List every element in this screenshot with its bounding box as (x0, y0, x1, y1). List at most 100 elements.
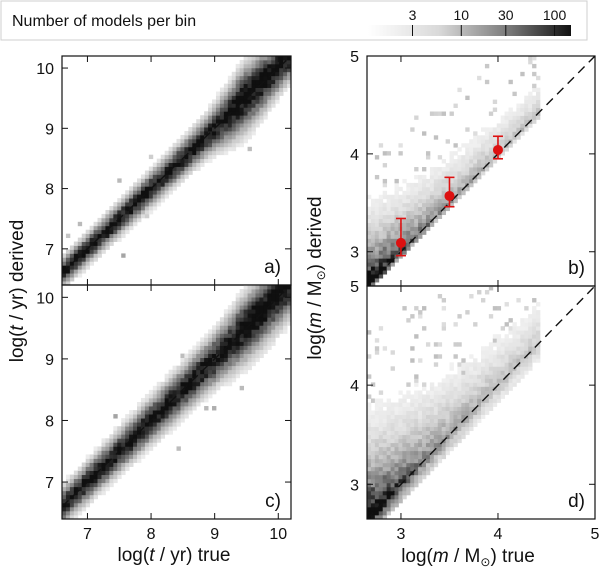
heatmap-cell (137, 182, 142, 187)
heatmap-cell (62, 498, 67, 504)
heatmap-cell (148, 206, 154, 211)
heatmap-cell (469, 414, 474, 419)
heatmap-cell (212, 349, 217, 354)
heatmap-cell (77, 510, 83, 516)
heatmap-cell (156, 381, 162, 387)
heatmap-cell (263, 305, 268, 310)
heatmap-cell (418, 398, 423, 403)
heatmap-cell (386, 462, 391, 468)
heatmap-cell (532, 342, 537, 347)
heatmap-cell (81, 265, 87, 270)
heatmap-cell (117, 446, 122, 451)
heatmap-cell (378, 490, 384, 496)
heatmap-cell (204, 397, 209, 403)
heatmap-cell (267, 309, 272, 314)
heatmap-cell (144, 397, 150, 403)
heatmap-cell (477, 290, 482, 295)
heatmap-cell (418, 198, 423, 204)
heatmap-cell (402, 410, 407, 415)
heatmap-cell (441, 430, 447, 436)
heatmap-cell (117, 474, 122, 480)
heatmap-cell (386, 418, 391, 423)
heatmap-cell (117, 454, 122, 459)
heatmap-cell (532, 107, 537, 112)
heatmap-cell (453, 390, 458, 395)
heatmap-cell (481, 159, 486, 164)
heatmap-cell (504, 362, 509, 367)
heatmap-cell (176, 410, 181, 415)
heatmap-cell (488, 378, 494, 383)
heatmap-cell (406, 414, 411, 419)
heatmap-cell (62, 486, 67, 492)
heatmap-cell (152, 422, 158, 427)
heatmap-cell (160, 162, 166, 167)
heatmap-cell (536, 115, 541, 120)
heatmap-cell (263, 67, 268, 73)
heatmap-cell (148, 426, 154, 431)
heatmap-cell (367, 218, 372, 223)
heatmap-cell (168, 385, 173, 391)
heatmap-cell (398, 454, 403, 460)
heatmap-cell (227, 333, 233, 338)
heatmap-cell (192, 406, 197, 411)
heatmap-cell (77, 490, 83, 496)
heatmap-cell (370, 454, 376, 460)
heatmap-cell (414, 406, 419, 411)
heatmap-cell (204, 150, 209, 156)
heatmap-cell (152, 430, 158, 435)
heatmap-cell (378, 406, 384, 411)
heatmap-cell (188, 410, 193, 415)
heatmap-cell (504, 131, 509, 136)
heatmap-cell (437, 414, 443, 419)
heatmap-cell (390, 446, 395, 452)
heatmap-cell (271, 313, 276, 318)
heatmap-cell (449, 186, 454, 192)
heatmap-cell (524, 326, 529, 331)
heatmap-cell (81, 241, 87, 246)
heatmap-cell (77, 237, 83, 242)
heatmap-cell (390, 262, 395, 267)
heatmap-cell (192, 154, 197, 160)
heatmap-cell (422, 186, 427, 192)
heatmap-cell (140, 198, 146, 203)
heatmap-cell (283, 317, 288, 322)
heatmap-cell (164, 158, 170, 164)
heatmap-cell (488, 127, 494, 132)
heatmap-cell (398, 418, 403, 423)
heatmap-cell (85, 470, 91, 476)
heatmap-cell (512, 370, 517, 375)
heatmap-cell (370, 418, 376, 423)
heatmap-cell (129, 418, 134, 423)
heatmap-cell (500, 386, 505, 391)
heatmap-cell (263, 56, 268, 61)
heatmap-cell (473, 159, 478, 164)
heatmap-cell (129, 186, 134, 191)
heatmap-cell (156, 182, 162, 187)
heatmap-cell (69, 269, 75, 274)
heatmap-cell (140, 450, 146, 455)
heatmap-cell (215, 146, 221, 152)
heatmap-cell (406, 186, 411, 192)
heatmap-cell (235, 79, 241, 85)
heatmap-cell (89, 498, 94, 504)
heatmap-cell (188, 142, 193, 148)
heatmap-cell (192, 393, 197, 399)
heatmap-cell (488, 370, 494, 375)
heatmap-cell (97, 458, 102, 463)
heatmap-cell (429, 214, 435, 219)
heatmap-cell (532, 358, 537, 363)
heatmap-cell (473, 167, 478, 172)
heatmap-cell (231, 337, 237, 342)
heatmap-cell (481, 358, 486, 363)
heatmap-cell (93, 486, 98, 492)
heatmap-cell (418, 234, 423, 239)
heatmap-cell (528, 334, 533, 339)
heatmap-cell (469, 178, 474, 184)
heatmap-cell (121, 426, 126, 431)
heatmap-cell (247, 341, 252, 346)
heatmap-cell (77, 261, 83, 266)
heatmap-cell (433, 426, 439, 432)
heatmap-cell (457, 398, 462, 403)
heatmap-cell (235, 67, 241, 73)
heatmap-cell (378, 470, 384, 476)
